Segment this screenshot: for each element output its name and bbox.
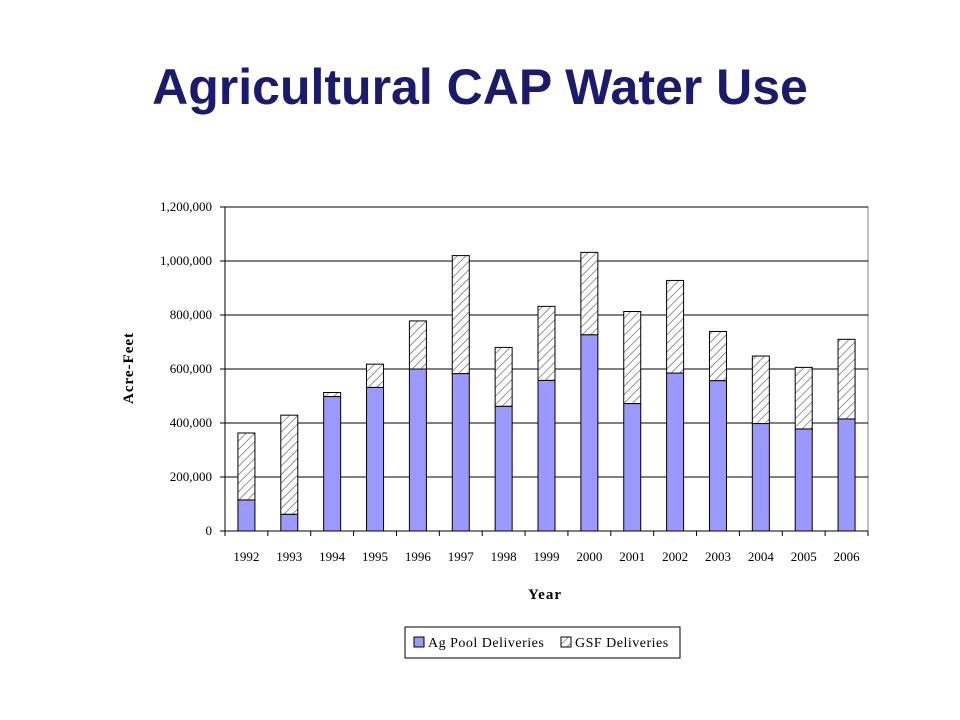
bar-ag-pool xyxy=(666,372,685,532)
x-tick-label: 1995 xyxy=(362,549,388,564)
bar-ag-pool xyxy=(408,368,427,532)
x-tick-label: 2006 xyxy=(834,549,861,564)
x-tick-label: 2004 xyxy=(748,549,775,564)
x-tick-label: 2003 xyxy=(705,549,731,564)
x-tick-label: 2002 xyxy=(662,549,688,564)
bar-ag-pool xyxy=(237,499,256,532)
bar-gsf xyxy=(237,432,256,501)
legend-frame xyxy=(404,626,681,659)
bar-gsf xyxy=(366,363,385,388)
x-tick-label: 1993 xyxy=(276,549,302,564)
y-tick-label: 0 xyxy=(206,523,213,538)
x-tick-label: 1997 xyxy=(448,549,475,564)
bar-gsf xyxy=(494,346,513,407)
x-tick-label: 1992 xyxy=(233,549,259,564)
bar-gsf xyxy=(837,338,856,420)
y-tick-label: 800,000 xyxy=(170,307,212,322)
bar-ag-pool xyxy=(580,334,599,532)
x-tick-label: 1996 xyxy=(405,549,432,564)
y-tick-label: 200,000 xyxy=(170,469,212,484)
x-tick-label: 1994 xyxy=(319,549,346,564)
bar-gsf xyxy=(666,279,685,374)
bar-gsf xyxy=(537,305,556,381)
bar-gsf xyxy=(580,251,599,336)
bar-ag-pool xyxy=(366,386,385,532)
bar-gsf xyxy=(280,414,299,515)
bar-gsf xyxy=(451,255,470,375)
x-tick-label: 1999 xyxy=(534,549,560,564)
axes xyxy=(220,206,869,536)
y-tick-label: 1,200,000 xyxy=(160,199,212,214)
bar-gsf xyxy=(408,320,427,370)
legend-label-ag-pool: Ag Pool Deliveries xyxy=(428,636,544,651)
x-tick-label: 2000 xyxy=(576,549,602,564)
y-tick-label: 600,000 xyxy=(170,361,212,376)
legend: Ag Pool Deliveries GSF Deliveries xyxy=(404,626,681,659)
bars xyxy=(237,251,856,532)
tick-labels: 0 200,000 400,000 600,000 800,000 1,000,000 1,… xyxy=(160,199,860,564)
y-tick-label: 1,000,000 xyxy=(160,253,212,268)
x-tick-label: 1998 xyxy=(491,549,517,564)
bar-ag-pool xyxy=(451,373,470,532)
bar-gsf xyxy=(623,310,642,405)
legend-swatch-ag-pool xyxy=(413,636,425,648)
y-axis-title: Acre-Feet xyxy=(121,332,137,404)
bar-ag-pool xyxy=(708,380,727,532)
bar-gsf xyxy=(794,366,813,430)
bar-ag-pool xyxy=(623,403,642,532)
legend-label-gsf: GSF Deliveries xyxy=(575,636,669,651)
bar-gsf xyxy=(323,391,342,398)
bar-ag-pool xyxy=(323,396,342,532)
legend-swatch-gsf xyxy=(560,636,572,648)
bar-ag-pool xyxy=(537,379,556,532)
bar-gsf xyxy=(751,355,770,425)
page-title: Agricultural CAP Water Use xyxy=(152,59,808,115)
y-tick-label: 400,000 xyxy=(170,415,212,430)
bar-ag-pool xyxy=(837,418,856,532)
bar-gsf xyxy=(708,330,727,382)
bar-ag-pool xyxy=(494,405,513,532)
bar-ag-pool xyxy=(794,428,813,532)
x-axis-title: Year xyxy=(528,587,562,603)
x-tick-label: 2005 xyxy=(791,549,817,564)
bar-ag-pool xyxy=(751,423,770,532)
x-tick-label: 2001 xyxy=(619,549,645,564)
bar-ag-pool xyxy=(280,513,299,532)
